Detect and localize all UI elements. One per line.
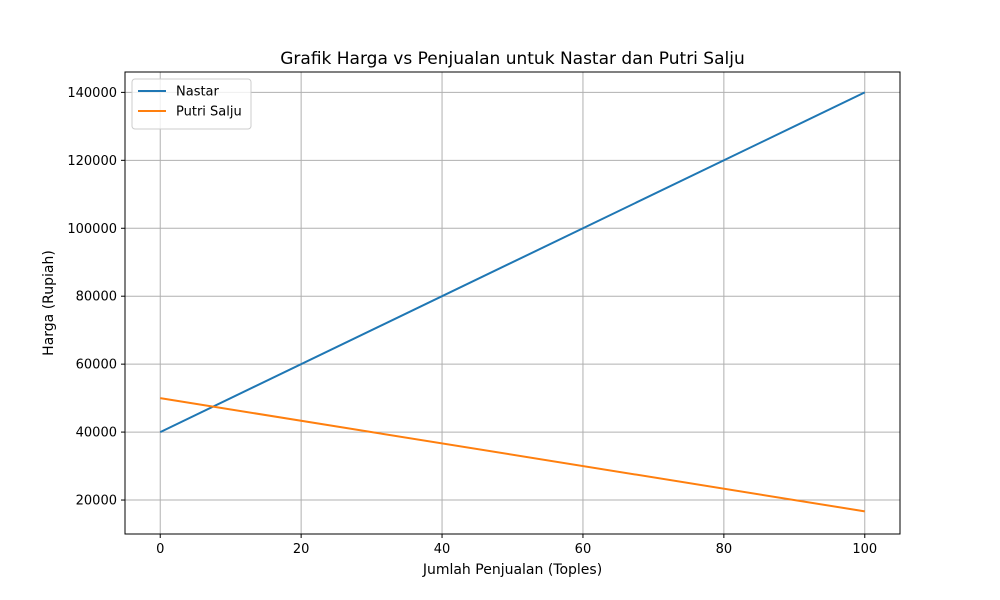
x-tick-label: 100 bbox=[852, 542, 877, 557]
grid bbox=[125, 72, 900, 534]
y-tick-label: 60000 bbox=[76, 358, 117, 373]
legend-label: Nastar bbox=[176, 85, 220, 100]
legend-label: Putri Salju bbox=[176, 105, 242, 120]
x-tick-label: 40 bbox=[434, 542, 451, 557]
legend: Nastar Putri Salju bbox=[131, 78, 252, 130]
series-line-0 bbox=[159, 91, 866, 433]
chart-title: Grafik Harga vs Penjualan untuk Nastar d… bbox=[280, 49, 745, 69]
y-tick-label: 80000 bbox=[76, 290, 117, 305]
y-tick-label: 100000 bbox=[67, 222, 117, 237]
series-line-1 bbox=[160, 397, 865, 513]
series-lines bbox=[159, 91, 866, 513]
y-tick-label: 140000 bbox=[67, 86, 117, 101]
x-tick-label: 60 bbox=[575, 542, 592, 557]
y-axis-label: Harga (Rupiah) bbox=[41, 250, 57, 356]
y-tick-label: 120000 bbox=[67, 154, 117, 169]
plot-frame bbox=[124, 71, 901, 535]
x-axis-label: Jumlah Penjualan (Toples) bbox=[422, 562, 602, 578]
y-tick-label: 20000 bbox=[76, 494, 117, 509]
axis-ticks: 0 20 40 60 80 100 20000 40000 60000 80000 100000 12… bbox=[67, 86, 877, 557]
x-tick-label: 20 bbox=[293, 542, 310, 557]
x-tick-label: 0 bbox=[156, 542, 164, 557]
y-tick-label: 40000 bbox=[76, 426, 117, 441]
x-tick-label: 80 bbox=[716, 542, 733, 557]
